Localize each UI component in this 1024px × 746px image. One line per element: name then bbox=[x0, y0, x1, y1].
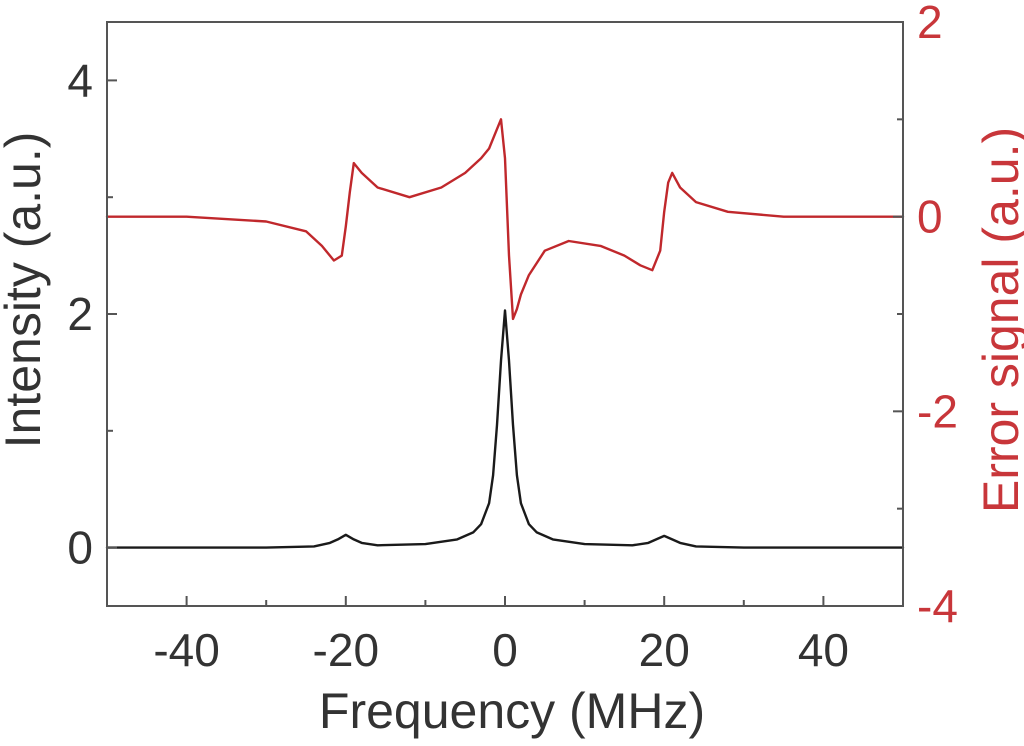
y-tick-label-right: 0 bbox=[917, 191, 943, 243]
x-tick-label: 40 bbox=[798, 624, 849, 676]
y-tick-label-left: 4 bbox=[67, 54, 93, 106]
x-axis-title: Frequency (MHz) bbox=[319, 683, 705, 739]
intensity-line bbox=[105, 309, 905, 549]
x-tick-label: -40 bbox=[153, 624, 219, 676]
y-tick-label-left: 0 bbox=[67, 522, 93, 574]
x-tick-label: 20 bbox=[639, 624, 690, 676]
y-axis-title-right: Error signal (a.u.) bbox=[973, 127, 1024, 513]
error-signal-line bbox=[105, 118, 905, 321]
y-tick-label-right: -2 bbox=[917, 385, 958, 437]
y-tick-label-left: 2 bbox=[67, 288, 93, 340]
y-tick-label-right: 2 bbox=[917, 0, 943, 48]
y-axis-title-left: Intensity (a.u.) bbox=[0, 132, 51, 449]
x-tick-label: 0 bbox=[492, 624, 518, 676]
x-tick-label: -20 bbox=[313, 624, 379, 676]
y-tick-label-right: -4 bbox=[917, 580, 958, 632]
